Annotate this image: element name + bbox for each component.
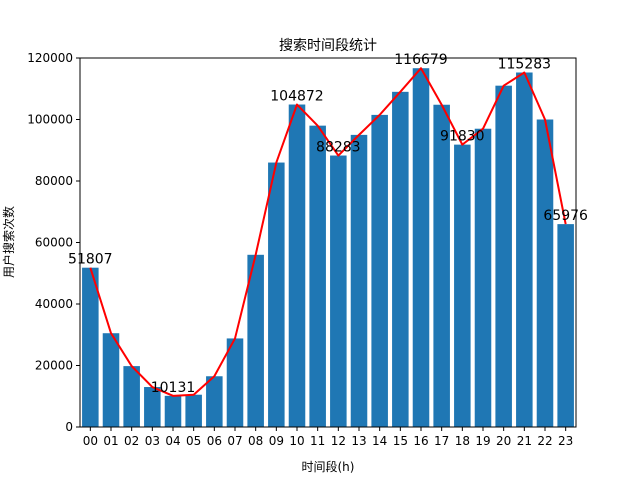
x-tick-label: 15 (393, 434, 408, 448)
x-axis: 00 01 02 03 04 05 06 07 08 09 10 11 12 13 14 15 16 17 18 19… (83, 427, 573, 448)
y-tick-label: 80000 (35, 174, 73, 188)
x-axis-label: 时间段(h) (302, 459, 355, 474)
x-tick-label: 02 (124, 434, 139, 448)
x-tick-label: 03 (145, 434, 160, 448)
x-tick-label: 18 (455, 434, 470, 448)
data-label-18: 91830 (440, 129, 485, 145)
data-labels-group: 51807 10131 104872 88283 116679 91830 115283 65… (68, 52, 588, 396)
x-tick-label: 01 (103, 434, 118, 448)
bar-20 (495, 85, 512, 428)
data-label-10: 104872 (270, 89, 323, 105)
bar-05 (185, 394, 202, 427)
data-label-00: 51807 (68, 252, 113, 268)
bar-22 (536, 119, 554, 427)
y-axis-label: 用户搜索次数 (1, 206, 16, 278)
bar-01 (102, 333, 120, 427)
data-label-04: 10131 (151, 380, 196, 396)
x-tick-label: 17 (434, 434, 449, 448)
y-tick-label: 120000 (27, 51, 73, 65)
bar-13 (350, 134, 368, 427)
data-label-23: 65976 (543, 208, 588, 224)
bars-group (82, 68, 574, 428)
bar-16 (412, 68, 430, 428)
bar-17 (433, 104, 450, 428)
x-tick-label: 06 (207, 434, 222, 448)
bar-21 (516, 72, 533, 428)
bar-07 (226, 338, 244, 427)
y-tick-label: 60000 (35, 236, 73, 250)
x-tick-label: 16 (413, 434, 428, 448)
bar-19 (474, 128, 492, 427)
x-tick-label: 20 (496, 434, 511, 448)
chart-title: 搜索时间段统计 (279, 37, 377, 54)
y-tick-label: 0 (65, 420, 73, 434)
x-tick-label: 05 (186, 434, 201, 448)
y-tick-label: 20000 (35, 359, 73, 373)
x-tick-label: 07 (227, 434, 242, 448)
x-tick-label: 21 (517, 434, 532, 448)
bar-08 (247, 254, 264, 427)
x-tick-label: 00 (83, 434, 98, 448)
bar-23 (557, 224, 574, 427)
bar-14 (371, 114, 388, 427)
x-tick-label: 10 (289, 434, 304, 448)
y-tick-label: 100000 (27, 113, 73, 127)
bar-02 (123, 366, 140, 427)
bar-06 (206, 376, 223, 427)
data-label-21: 115283 (498, 57, 551, 73)
bar-11 (309, 125, 326, 428)
x-tick-label: 22 (537, 434, 552, 448)
bar-18 (454, 144, 471, 428)
bar-15 (392, 91, 409, 427)
data-label-12: 88283 (316, 140, 361, 156)
x-tick-label: 23 (558, 434, 573, 448)
data-label-16: 116679 (394, 52, 447, 68)
x-tick-label: 11 (310, 434, 325, 448)
x-tick-label: 13 (351, 434, 366, 448)
y-tick-label: 40000 (35, 297, 73, 311)
x-tick-label: 19 (475, 434, 490, 448)
bar-12 (330, 155, 347, 427)
x-tick-label: 04 (165, 434, 180, 448)
x-tick-label: 14 (372, 434, 387, 448)
bar-00 (82, 267, 99, 427)
bar-03 (144, 387, 161, 427)
bar-04 (164, 395, 182, 427)
y-axis: 0 20000 40000 60000 80000 100000 120000 (27, 51, 80, 434)
bar-09 (268, 162, 285, 428)
x-tick-label: 12 (331, 434, 346, 448)
bar-10 (288, 104, 306, 427)
x-tick-label: 09 (269, 434, 284, 448)
line-overlay-group (89, 67, 567, 397)
x-tick-label: 08 (248, 434, 263, 448)
trend-line (89, 67, 567, 397)
